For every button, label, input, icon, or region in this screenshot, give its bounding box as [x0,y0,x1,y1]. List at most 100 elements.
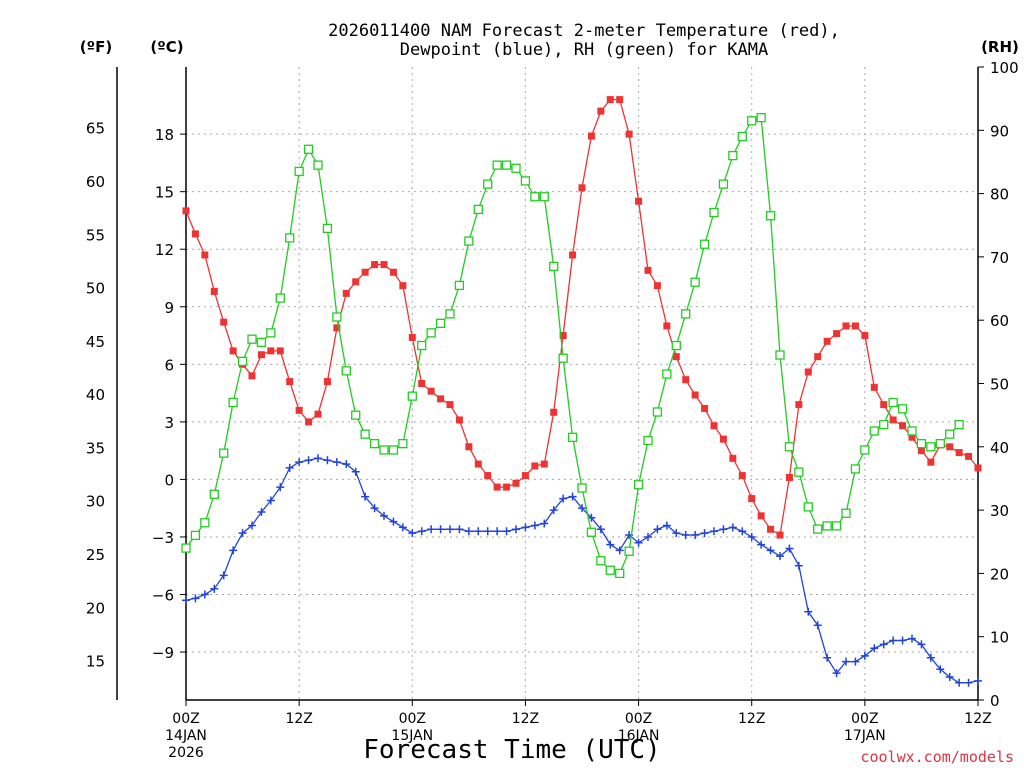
data-point-rh [520,176,531,186]
data-point-temperature [474,460,482,468]
data-point-temperature [380,261,388,269]
data-point-temperature [427,387,435,395]
celsius-tick-label: −3 [152,529,174,547]
data-point-dewpoint [474,527,483,536]
data-point-dewpoint [276,483,285,492]
data-point-dewpoint [747,532,756,541]
data-point-temperature [531,462,539,470]
data-point-dewpoint [738,527,747,536]
data-point-rh [662,369,672,379]
data-point-dewpoint [870,644,879,653]
celsius-tick-label: 18 [155,126,174,144]
data-point-rh [643,435,653,446]
celsius-tick-label: 6 [164,356,174,374]
data-point-temperature [220,318,228,326]
data-point-temperature [870,383,878,391]
data-point-dewpoint [530,521,539,530]
data-point-temperature [691,391,699,399]
data-point-rh [322,223,333,234]
rh-tick-label: 100 [990,59,1019,77]
data-point-dewpoint [653,525,662,534]
data-point-rh [275,293,285,303]
data-point-dewpoint [955,678,964,687]
data-point-temperature [635,197,643,205]
rh-tick-label: 20 [990,565,1009,583]
celsius-tick-label: 12 [155,241,174,259]
data-point-temperature [201,251,209,259]
data-point-dewpoint [879,640,888,649]
chart-title-line1: 2026011400 NAM Forecast 2-meter Temperat… [328,21,840,41]
data-point-dewpoint [945,672,954,681]
x-tick-date-label: 16JAN [618,728,660,744]
data-point-dewpoint [464,527,473,536]
data-point-temperature [946,443,954,451]
x-tick-label: 00Z [851,711,878,727]
data-point-temperature [484,472,492,480]
data-point-temperature [314,410,322,418]
data-point-rh [247,334,257,344]
data-point-dewpoint [361,492,370,501]
data-point-dewpoint [681,531,690,540]
data-point-temperature [512,479,520,487]
x-tick-label: 00Z [625,711,652,727]
data-point-rh [530,192,540,202]
data-point-rh [945,429,955,439]
data-point-rh [718,179,729,189]
data-point-rh [897,404,908,414]
fahrenheit-tick-label: 50 [86,280,105,298]
data-point-dewpoint [304,456,313,465]
data-point-rh [388,445,399,455]
data-point-dewpoint [342,460,351,469]
data-point-temperature [569,251,577,259]
data-point-rh [803,502,813,512]
fahrenheit-tick-label: 65 [86,120,105,138]
data-point-dewpoint [219,571,228,580]
data-point-temperature [965,452,973,460]
data-point-rh [794,467,804,477]
data-point-rh [728,150,738,161]
data-point-dewpoint [417,527,426,536]
data-point-rh [285,233,295,243]
y-axis-rh-label: (RH) [981,38,1019,56]
rh-tick-label: 10 [990,629,1009,647]
data-point-dewpoint [860,651,869,660]
data-point-temperature [182,207,190,215]
rh-tick-label: 80 [990,186,1009,204]
data-point-dewpoint [672,529,681,538]
data-point-dewpoint [785,544,794,553]
data-point-temperature [653,282,661,290]
data-point-dewpoint [323,456,332,465]
data-point-temperature [267,347,275,355]
data-point-temperature [672,353,680,361]
data-point-temperature [229,347,237,355]
fahrenheit-tick-label: 25 [86,546,105,564]
data-point-rh [435,318,446,329]
data-point-rh [417,340,427,351]
data-point-rh [596,556,606,566]
data-point-rh [445,309,455,319]
data-point-rh [841,508,851,518]
data-point-dewpoint [596,525,605,534]
rh-tick-label: 30 [990,502,1009,520]
celsius-tick-label: −6 [152,587,174,605]
celsius-tick-label: 3 [164,414,174,432]
data-point-temperature [785,473,793,481]
data-point-rh [652,407,663,417]
x-tick-date-label: 14JAN [165,728,207,744]
fahrenheit-tick-label: 60 [86,173,105,191]
data-point-dewpoint [606,540,615,549]
data-point-rh [813,524,823,534]
x-tick-label: 12Z [964,711,991,727]
celsius-tick-label: −9 [152,644,174,662]
data-point-temperature [719,435,727,443]
data-point-rh [351,410,361,420]
data-point-temperature [748,495,756,503]
data-point-rh [577,483,587,493]
data-point-dewpoint [851,657,860,666]
data-point-dewpoint [436,525,445,534]
data-point-temperature [550,408,558,416]
data-point-rh [586,527,597,537]
data-point-temperature [738,472,746,480]
gridlines [186,67,978,700]
data-point-dewpoint [823,653,832,662]
